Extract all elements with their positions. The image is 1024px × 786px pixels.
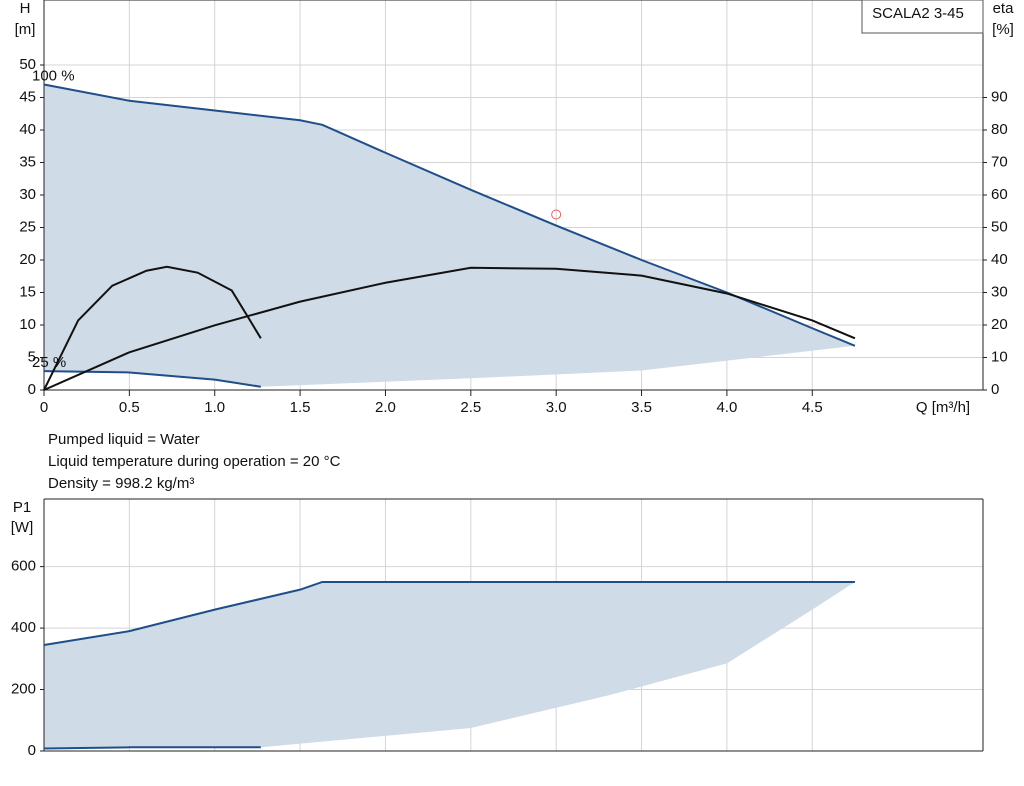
x-tick-label: 0 <box>40 399 48 416</box>
y2-tick-label: 10 <box>991 348 1008 365</box>
y2-axis-name: eta <box>993 0 1015 17</box>
legend-box <box>861 0 984 34</box>
x-tick-label: 4.5 <box>802 399 823 416</box>
curve <box>43 746 261 750</box>
y2-tick-label: 70 <box>991 153 1008 170</box>
y2-axis-unit: [%] <box>992 21 1014 38</box>
y-axis-unit: [W] <box>11 519 34 536</box>
operating-area <box>44 84 855 387</box>
y-tick-label: 10 <box>19 316 36 333</box>
y2-tick-label: 60 <box>991 186 1008 203</box>
y2-tick-label: 0 <box>991 381 999 398</box>
curve <box>43 265 262 391</box>
x-axis-label: Q [m³/h] <box>916 399 970 416</box>
duty-point <box>551 209 562 220</box>
y-axis-unit: [m] <box>15 21 36 38</box>
x-tick-label: 3.5 <box>631 399 652 416</box>
y2-tick-label: 20 <box>991 316 1008 333</box>
y-tick-label: 35 <box>19 153 36 170</box>
y-tick-label: 50 <box>19 56 36 73</box>
note: Pumped liquid = Water <box>48 431 200 448</box>
y2-tick-label: 30 <box>991 283 1008 300</box>
y-tick-label: 600 <box>11 558 36 575</box>
operating-area <box>44 581 855 749</box>
y-tick-label: 25 <box>19 218 36 235</box>
y-axis-name: P1 <box>13 499 31 516</box>
note: Liquid temperature during operation = 20… <box>48 453 341 470</box>
y-tick-label: 20 <box>19 251 36 268</box>
y-tick-label: 15 <box>19 283 36 300</box>
y-tick-label: 5 <box>28 348 36 365</box>
curve <box>43 266 856 391</box>
x-tick-label: 0.5 <box>119 399 140 416</box>
y-tick-label: 45 <box>19 88 36 105</box>
x-tick-label: 1.5 <box>290 399 311 416</box>
x-tick-label: 1.0 <box>204 399 225 416</box>
x-tick-label: 4.0 <box>716 399 737 416</box>
y2-tick-label: 50 <box>991 218 1008 235</box>
x-tick-label: 3.0 <box>546 399 567 416</box>
y2-tick-label: 40 <box>991 251 1008 268</box>
note: Density = 998.2 kg/m³ <box>48 475 194 492</box>
y-tick-label: 400 <box>11 619 36 636</box>
curve-label: 100 % <box>32 67 75 84</box>
curve <box>43 580 855 646</box>
x-tick-label: 2.0 <box>375 399 396 416</box>
y2-tick-label: 90 <box>991 88 1008 105</box>
curve-label: 25 % <box>32 354 66 371</box>
y-tick-label: 30 <box>19 186 36 203</box>
y-tick-label: 0 <box>28 381 36 398</box>
x-tick-label: 2.5 <box>460 399 481 416</box>
y-tick-label: 200 <box>11 681 36 698</box>
y-tick-label: 40 <box>19 121 36 138</box>
y-tick-label: 0 <box>28 742 36 759</box>
y2-tick-label: 80 <box>991 121 1008 138</box>
y-axis-name: H <box>20 0 31 17</box>
legend-label: SCALA2 3-45 <box>872 5 964 22</box>
